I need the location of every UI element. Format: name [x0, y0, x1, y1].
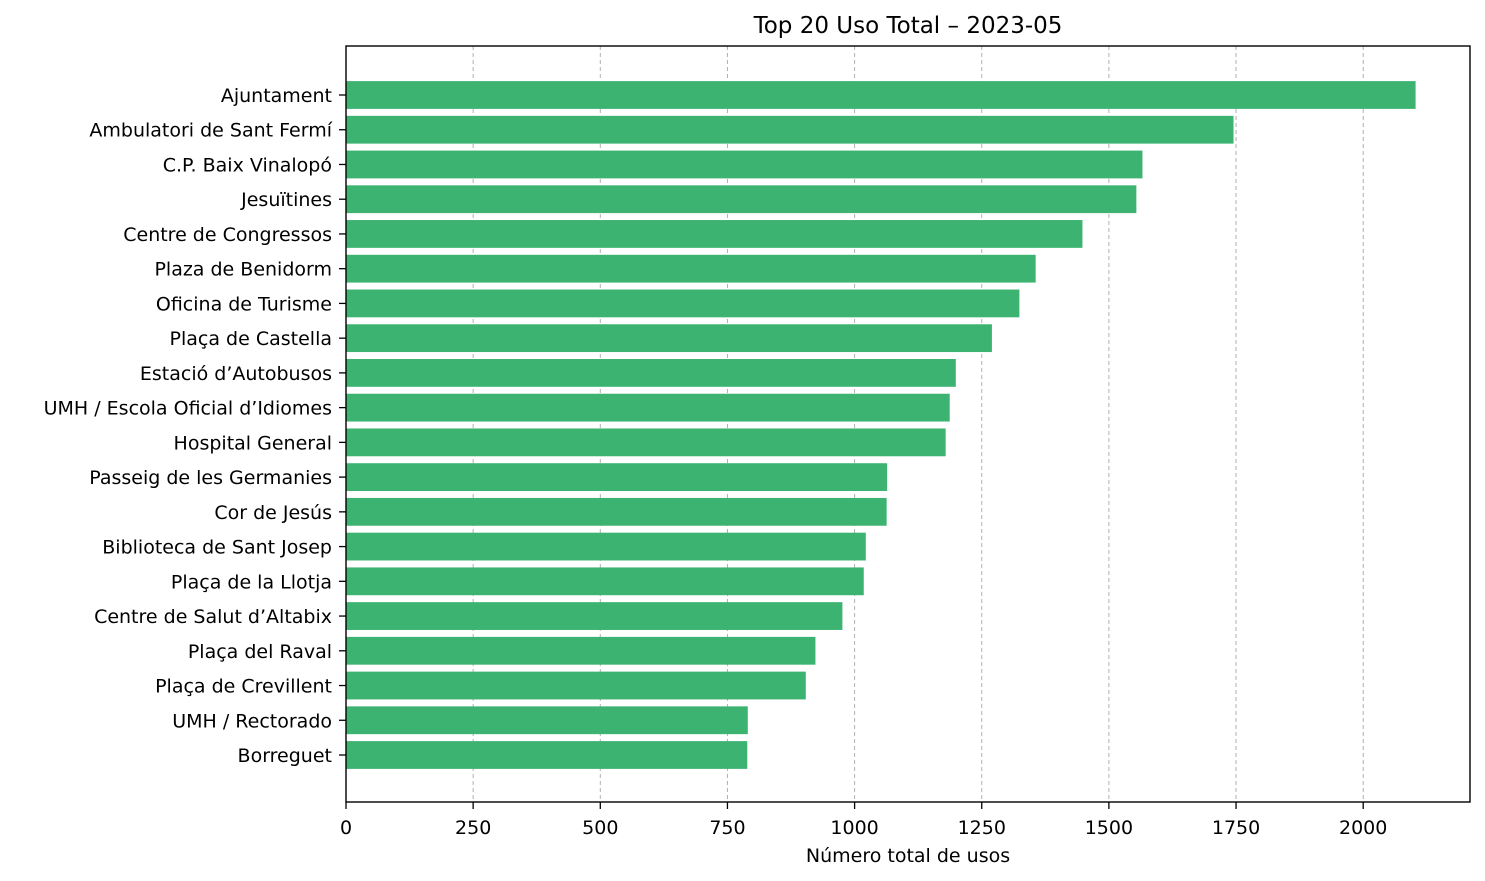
y-category-label: Plaça de Crevillent	[155, 676, 332, 698]
x-tick-label: 250	[455, 817, 491, 839]
bar	[346, 497, 887, 526]
y-category-label: Hospital General	[174, 432, 332, 454]
x-axis-label: Número total de usos	[806, 845, 1010, 867]
bar	[346, 636, 816, 665]
bar	[346, 289, 1020, 318]
bar	[346, 254, 1036, 283]
y-category-label: Oficina de Turisme	[156, 293, 332, 315]
bar	[346, 463, 888, 491]
y-category-label: Estació d’Autobusos	[140, 363, 332, 385]
x-tick-label: 0	[340, 817, 352, 839]
bar	[346, 567, 864, 596]
y-category-label: C.P. Baix Vinalopó	[163, 154, 332, 176]
bar	[346, 428, 946, 457]
bar	[346, 602, 843, 630]
x-tick-label: 2000	[1339, 817, 1387, 839]
chart-title: Top 20 Uso Total – 2023-05	[753, 13, 1063, 39]
y-category-label: UMH / Rectorado	[172, 710, 332, 732]
y-category-label: Plaza de Benidorm	[154, 259, 332, 281]
bar	[346, 741, 748, 769]
tick-labels: 0 250 500 750 1000 1250 1500 1750 2000 Ajuntament…	[44, 85, 1388, 839]
bar	[346, 706, 748, 735]
bar	[346, 359, 956, 387]
x-tick-label: 750	[709, 817, 745, 839]
bar	[346, 185, 1137, 214]
bar	[346, 115, 1234, 144]
x-tick-label: 1000	[830, 817, 878, 839]
y-category-label: Centre de Congressos	[123, 224, 332, 246]
x-tick-label: 1500	[1085, 817, 1133, 839]
bar	[346, 220, 1083, 248]
bar	[346, 81, 1416, 109]
x-tick-label: 1250	[958, 817, 1006, 839]
y-category-label: UMH / Escola Oficial d’Idiomes	[44, 398, 332, 420]
bar	[346, 671, 806, 700]
bar	[346, 532, 866, 561]
bar	[346, 150, 1143, 179]
x-tick-label: 500	[582, 817, 618, 839]
bars	[346, 81, 1416, 769]
y-category-label: Ajuntament	[221, 85, 332, 107]
y-category-label: Plaça del Raval	[188, 641, 332, 663]
y-category-label: Cor de Jesús	[214, 502, 332, 524]
bar	[346, 324, 992, 353]
y-category-label: Ambulatori de Sant Fermí	[89, 120, 332, 142]
x-tick-label: 1750	[1212, 817, 1260, 839]
y-category-label: Centre de Salut d’Altabix	[94, 606, 332, 628]
plot-frame	[345, 45, 1471, 803]
axes	[345, 45, 1471, 803]
y-category-label: Plaça de la Llotja	[171, 571, 332, 593]
y-category-label: Biblioteca de Sant Josep	[102, 537, 332, 559]
y-category-label: Passeig de les Germanies	[89, 467, 332, 489]
y-category-label: Borreguet	[238, 745, 332, 767]
bar	[346, 393, 950, 422]
y-category-label: Plaça de Castella	[170, 328, 332, 350]
y-category-label: Jesuïtines	[240, 189, 332, 211]
